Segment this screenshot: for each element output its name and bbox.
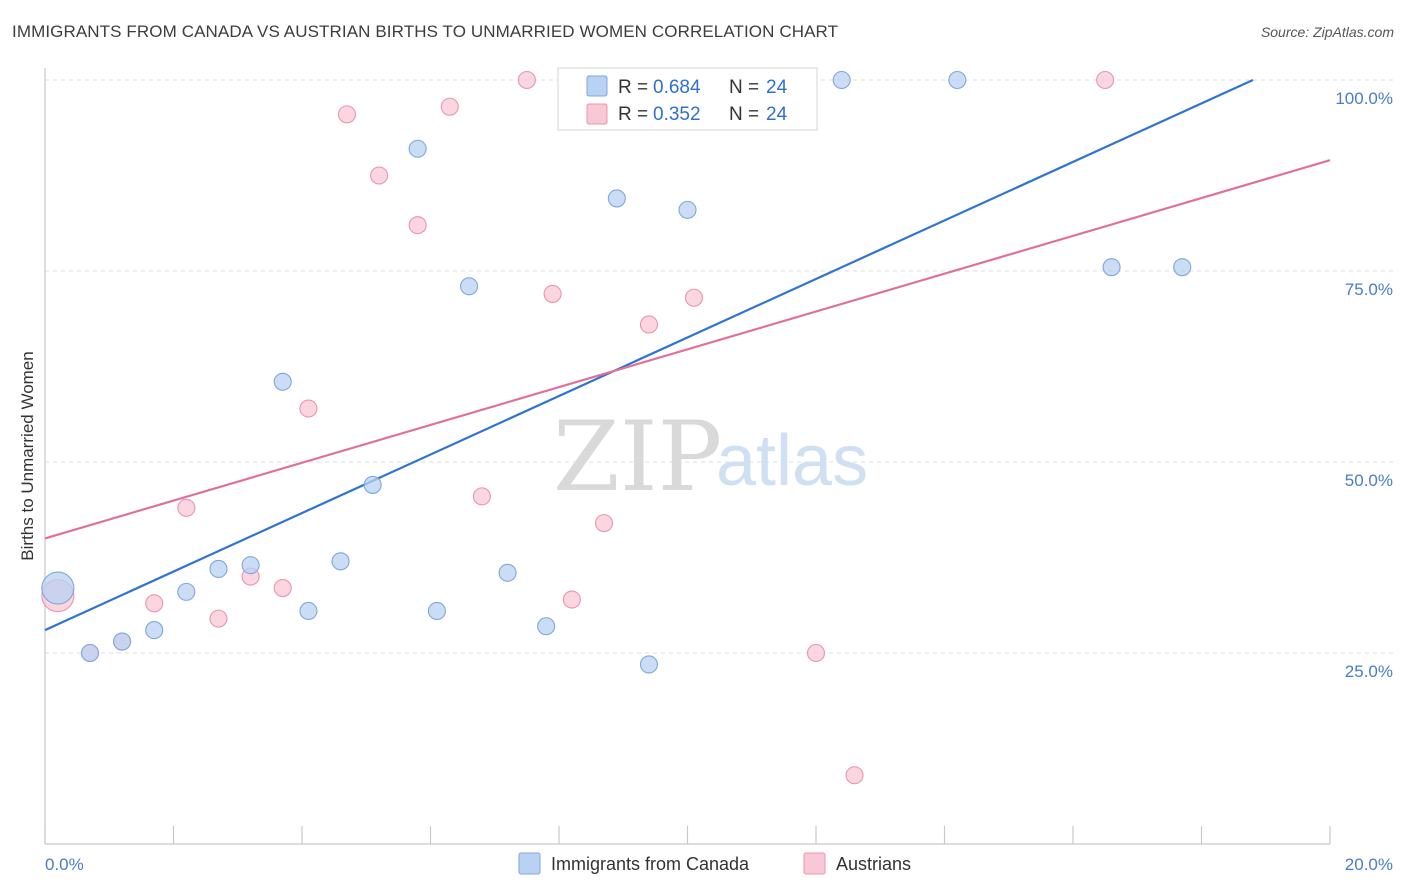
stats-legend-swatch-pink xyxy=(586,103,608,125)
stats-r-label-pink: R = xyxy=(618,104,648,125)
y-tick-labels: 25.0% 50.0% 75.0% 100.0% xyxy=(1335,89,1393,681)
point-canada xyxy=(607,189,626,208)
point-canada xyxy=(241,556,260,575)
point-canada xyxy=(832,70,851,90)
y-axis-label: Births to Unmarried Women xyxy=(18,351,37,560)
chart-title: IMMIGRANTS FROM CANADA VS AUSTRIAN BIRTH… xyxy=(12,22,839,41)
point-austrians xyxy=(806,643,826,663)
point-canada xyxy=(408,139,427,158)
point-canada xyxy=(41,571,75,605)
point-canada xyxy=(1173,258,1192,277)
trend-line-austrians xyxy=(44,159,1331,540)
watermark: ZIP atlas xyxy=(553,401,868,513)
point-austrians xyxy=(209,609,228,628)
point-canada xyxy=(177,582,196,601)
point-canada xyxy=(80,643,100,663)
stats-n-value-blue: 24 xyxy=(766,77,788,98)
point-canada xyxy=(459,277,479,296)
point-canada xyxy=(498,563,517,582)
point-canada xyxy=(537,617,556,636)
point-canada xyxy=(331,552,350,571)
stats-r-value-pink: 0.352 xyxy=(653,104,701,125)
stats-n-value-pink: 24 xyxy=(766,104,788,125)
stats-legend: R = 0.684 N = 24 R = 0.352 N = 24 xyxy=(557,67,818,131)
stats-legend-swatch-blue xyxy=(586,75,608,97)
x-tick-label-max: 20.0% xyxy=(1345,855,1393,874)
x-tick-marks xyxy=(44,826,1331,844)
point-austrians xyxy=(684,288,703,307)
point-canada xyxy=(427,601,446,621)
point-austrians xyxy=(543,284,562,303)
trend-line-canada xyxy=(44,78,1254,632)
x-tick-label-min: 0.0% xyxy=(45,855,84,874)
point-austrians xyxy=(562,590,581,609)
point-austrians xyxy=(472,487,491,506)
point-austrians xyxy=(517,70,536,90)
point-austrians xyxy=(408,216,427,235)
source-credit: Source: ZipAtlas.com xyxy=(1260,24,1394,40)
point-austrians xyxy=(299,399,318,418)
point-canada xyxy=(639,655,659,674)
point-austrians xyxy=(440,97,459,116)
point-austrians xyxy=(639,315,659,334)
point-austrians xyxy=(594,514,614,533)
legend-label-austrians: Austrians xyxy=(836,854,911,874)
point-austrians xyxy=(273,579,292,598)
y-tick-label: 50.0% xyxy=(1345,471,1393,490)
stats-r-label-blue: R = xyxy=(618,77,648,98)
point-austrians xyxy=(145,594,164,613)
point-austrians xyxy=(845,766,864,785)
y-tick-label: 100.0% xyxy=(1335,89,1393,108)
series-legend: Immigrants from Canada Austrians xyxy=(518,852,911,875)
y-tick-label: 25.0% xyxy=(1345,662,1393,681)
point-canada xyxy=(113,632,132,651)
point-austrians xyxy=(337,105,357,124)
point-canada xyxy=(273,372,292,391)
trend-lines xyxy=(44,78,1331,632)
stats-r-value-blue: 0.684 xyxy=(653,77,701,98)
legend-swatch-canada xyxy=(518,852,541,875)
stats-n-label-pink: N = xyxy=(729,104,759,125)
watermark-zip: ZIP xyxy=(553,401,722,513)
point-austrians xyxy=(177,498,196,517)
point-austrians xyxy=(370,166,389,185)
point-canada xyxy=(299,601,318,621)
point-canada xyxy=(145,621,164,640)
legend-swatch-austrians xyxy=(803,852,826,875)
legend-label-canada: Immigrants from Canada xyxy=(551,854,750,874)
point-canada xyxy=(678,200,697,219)
point-canada xyxy=(363,475,382,494)
watermark-atlas: atlas xyxy=(716,421,868,501)
point-canada xyxy=(1102,258,1121,277)
y-tick-label: 75.0% xyxy=(1345,280,1393,299)
point-austrians xyxy=(1096,70,1115,90)
gridlines xyxy=(45,79,1393,654)
point-canada xyxy=(209,559,228,579)
stats-n-label-blue: N = xyxy=(729,77,759,98)
point-canada xyxy=(948,70,967,90)
